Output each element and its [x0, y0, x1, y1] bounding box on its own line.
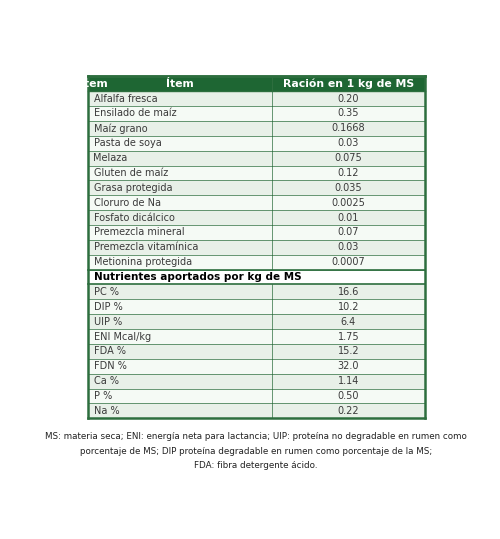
Text: 0.01: 0.01 — [338, 212, 359, 223]
Text: FDA %: FDA % — [94, 347, 126, 356]
Text: 10.2: 10.2 — [338, 302, 359, 312]
Text: Melaza: Melaza — [94, 153, 128, 163]
Text: Alfalfa fresca: Alfalfa fresca — [94, 94, 157, 103]
Text: 0.0025: 0.0025 — [332, 198, 365, 208]
Bar — [88, 136, 425, 150]
Text: Ca %: Ca % — [94, 376, 118, 386]
Text: 0.075: 0.075 — [334, 153, 362, 163]
Text: Na %: Na % — [94, 406, 119, 416]
Text: 0.035: 0.035 — [334, 183, 362, 193]
Text: ENI Mcal/kg: ENI Mcal/kg — [94, 331, 150, 342]
Bar — [88, 403, 425, 418]
Text: 0.35: 0.35 — [338, 108, 359, 119]
Bar — [88, 255, 425, 270]
Text: UIP %: UIP % — [94, 316, 122, 327]
Text: 15.2: 15.2 — [338, 347, 359, 356]
Text: Ítem: Ítem — [166, 79, 194, 89]
Text: Premezcla vitamínica: Premezcla vitamínica — [94, 243, 198, 252]
Text: Metionina protegida: Metionina protegida — [94, 257, 192, 267]
Text: 0.20: 0.20 — [338, 94, 359, 103]
Text: 32.0: 32.0 — [338, 361, 359, 371]
Text: Pasta de soya: Pasta de soya — [94, 138, 161, 148]
Text: Gluten de maíz: Gluten de maíz — [94, 168, 168, 178]
Bar — [88, 389, 425, 403]
Text: 1.14: 1.14 — [338, 376, 359, 386]
Text: Ensilado de maíz: Ensilado de maíz — [94, 108, 176, 119]
Text: 0.1668: 0.1668 — [332, 123, 365, 133]
Text: FDA: fibra detergente ácido.: FDA: fibra detergente ácido. — [194, 461, 318, 470]
Text: DIP %: DIP % — [94, 302, 122, 312]
Bar — [88, 359, 425, 374]
Bar — [88, 314, 425, 329]
Bar — [88, 210, 425, 225]
Bar — [88, 225, 425, 240]
Text: 1.75: 1.75 — [338, 331, 359, 342]
Bar — [88, 344, 425, 359]
Text: PC %: PC % — [94, 287, 118, 297]
Bar — [88, 240, 425, 255]
Text: 0.22: 0.22 — [338, 406, 359, 416]
Text: Grasa protegida: Grasa protegida — [94, 183, 172, 193]
Text: 16.6: 16.6 — [338, 287, 359, 297]
Bar — [88, 329, 425, 344]
Text: 6.4: 6.4 — [340, 316, 356, 327]
Text: P %: P % — [94, 391, 112, 401]
Text: Cloruro de Na: Cloruro de Na — [94, 198, 160, 208]
Bar — [88, 374, 425, 389]
Bar — [88, 165, 425, 181]
Text: Premezcla mineral: Premezcla mineral — [94, 227, 184, 237]
Text: MS: materia seca; ENI: energía neta para lactancia; UIP: proteína no degradable : MS: materia seca; ENI: energía neta para… — [46, 432, 467, 441]
Text: Nutrientes aportados por kg de MS: Nutrientes aportados por kg de MS — [94, 272, 301, 282]
Bar — [88, 270, 425, 285]
Bar — [88, 91, 425, 106]
Text: 0.03: 0.03 — [338, 138, 359, 148]
Text: 0.12: 0.12 — [338, 168, 359, 178]
Text: Fosfato dicálcico: Fosfato dicálcico — [94, 212, 174, 223]
Text: porcentaje de MS; DIP proteína degradable en rumen como porcentaje de la MS;: porcentaje de MS; DIP proteína degradabl… — [80, 446, 432, 455]
Text: 0.03: 0.03 — [338, 243, 359, 252]
Text: FDN %: FDN % — [94, 361, 126, 371]
Bar — [88, 299, 425, 314]
Text: 0.50: 0.50 — [338, 391, 359, 401]
Text: 0.07: 0.07 — [338, 227, 359, 237]
Bar — [88, 106, 425, 121]
Text: 0.0007: 0.0007 — [332, 257, 365, 267]
Bar — [88, 121, 425, 136]
Bar — [88, 77, 425, 91]
Bar — [88, 150, 425, 165]
Text: Ítem: Ítem — [80, 79, 108, 89]
Text: Ración en 1 kg de MS: Ración en 1 kg de MS — [282, 79, 414, 89]
Bar — [88, 195, 425, 210]
Bar — [88, 181, 425, 195]
Bar — [88, 285, 425, 299]
Text: Maíz grano: Maíz grano — [94, 123, 147, 134]
